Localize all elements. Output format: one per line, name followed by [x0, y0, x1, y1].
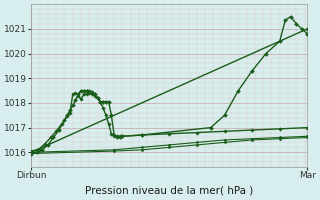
X-axis label: Pression niveau de la mer( hPa ): Pression niveau de la mer( hPa ): [85, 186, 253, 196]
